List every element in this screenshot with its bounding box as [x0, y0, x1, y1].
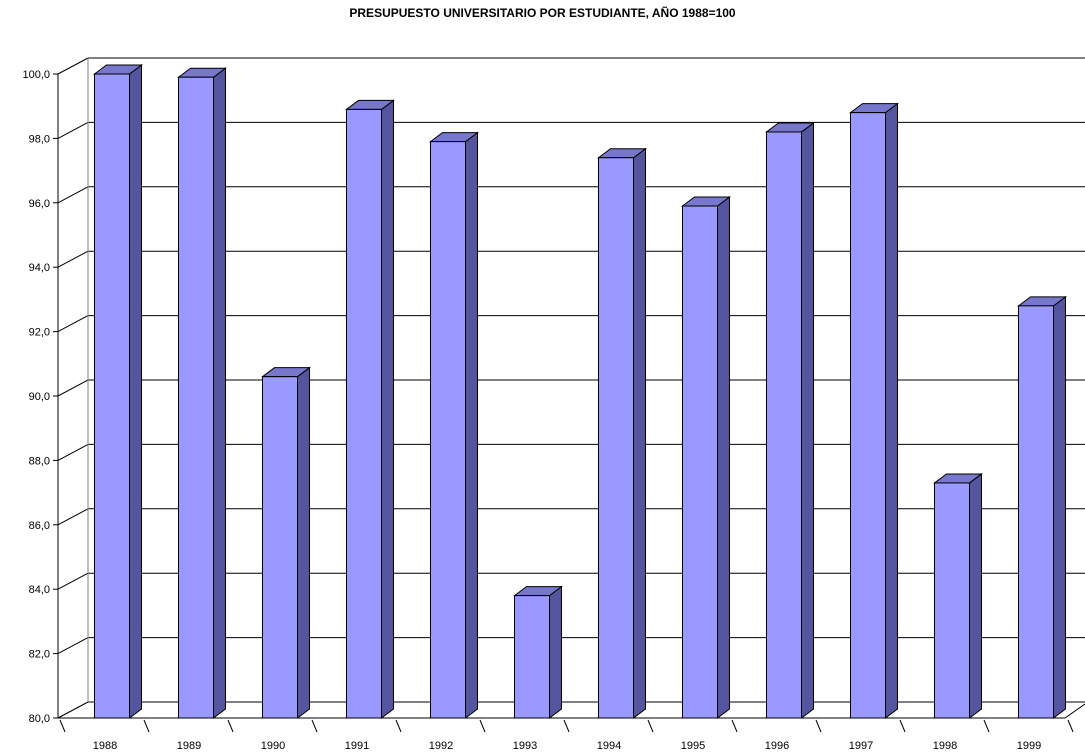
bar [597, 147, 647, 719]
floor-right-edge [1064, 703, 1085, 719]
x-tick [143, 719, 150, 733]
x-tick [59, 719, 66, 733]
y-tick-label: 82,0 [29, 649, 50, 661]
x-tick-label: 1992 [429, 740, 453, 752]
gridline-side [57, 121, 89, 139]
x-tick [815, 719, 822, 733]
x-tick-label: 1995 [681, 740, 705, 752]
bar-side [129, 64, 142, 719]
chart-title: PRESUPUESTO UNIVERSITARIO POR ESTUDIANTE… [349, 6, 736, 20]
y-tick-label: 86,0 [29, 520, 50, 532]
bar-side [381, 99, 394, 719]
gridline-side [57, 572, 89, 590]
y-tick-label: 100,0 [22, 69, 50, 81]
y-tick-label: 80,0 [29, 713, 50, 725]
bar-side [465, 131, 478, 719]
y-tick-label: 92,0 [29, 327, 50, 339]
bar-side [885, 102, 898, 719]
bar [513, 585, 563, 719]
x-tick-label: 1996 [765, 740, 789, 752]
bar-front [514, 595, 550, 719]
bar [681, 196, 731, 719]
gridline-side [57, 508, 89, 526]
x-tick-labels: 1988 1989 1990 1991 1992 1993 1994 1995 1996 1997… [93, 740, 1041, 752]
x-tick [647, 719, 654, 733]
bar [345, 99, 395, 719]
bar-side [549, 585, 562, 719]
y-tick-label: 88,0 [29, 455, 50, 467]
bar-front [430, 141, 466, 719]
x-tick [899, 719, 906, 733]
bar [93, 64, 143, 719]
x-tick-label: 1993 [513, 740, 537, 752]
bar-side [1053, 295, 1066, 719]
gridline-side [57, 186, 89, 204]
bar-side [633, 147, 646, 719]
x-tick-label: 1999 [1017, 740, 1041, 752]
gridline-side [57, 315, 89, 333]
bar-side [213, 67, 226, 719]
x-tick-label: 1998 [933, 740, 957, 752]
bar-front [178, 76, 214, 719]
x-tick-label: 1997 [849, 740, 873, 752]
gridline-side [57, 637, 89, 655]
bar-front [598, 157, 634, 719]
gridline-side [57, 250, 89, 268]
bar-front [94, 73, 130, 719]
y-tick-label: 94,0 [29, 262, 50, 274]
gridline-side [57, 57, 89, 75]
x-tick-label: 1991 [345, 740, 369, 752]
bar-front [766, 131, 802, 719]
bar-front [262, 376, 298, 719]
gridlines [57, 57, 1085, 719]
x-tick [731, 719, 738, 733]
bar-front [346, 108, 382, 719]
x-tick [1067, 719, 1074, 733]
bar-side [297, 366, 310, 719]
y-tick-labels: 80,0 82,0 84,0 86,0 88,0 90,0 92,0 94,0 96,0 98,0… [22, 69, 50, 725]
bar-front [934, 482, 970, 719]
axes [53, 58, 1085, 733]
bar [1017, 295, 1067, 719]
gridline-side [57, 701, 89, 719]
bar-front [850, 112, 886, 719]
gridline-side [57, 379, 89, 397]
bar-side [801, 121, 814, 719]
x-tick [563, 719, 570, 733]
x-tick-label: 1988 [93, 740, 117, 752]
y-tick-label: 98,0 [29, 133, 50, 145]
y-tick-label: 90,0 [29, 391, 50, 403]
bar-side [717, 196, 730, 719]
x-tick [311, 719, 318, 733]
bars [93, 64, 1067, 719]
x-tick [227, 719, 234, 733]
bar-front [682, 205, 718, 719]
bar [933, 472, 983, 719]
gridline-side [57, 443, 89, 461]
x-tick-label: 1989 [177, 740, 201, 752]
bar [429, 131, 479, 719]
x-tick [983, 719, 990, 733]
y-tick-label: 84,0 [29, 584, 50, 596]
bar-side [969, 472, 982, 719]
bar-front [1018, 305, 1054, 719]
y-tick-label: 96,0 [29, 198, 50, 210]
bar [765, 121, 815, 719]
x-tick-label: 1994 [597, 740, 621, 752]
x-tick [395, 719, 402, 733]
x-tick [479, 719, 486, 733]
bar [849, 102, 899, 719]
x-tick-label: 1990 [261, 740, 285, 752]
bar [177, 67, 227, 719]
bar [261, 366, 311, 719]
